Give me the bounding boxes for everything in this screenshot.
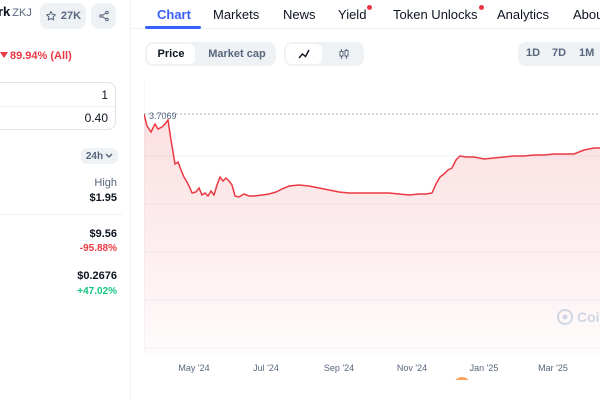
share-button[interactable] bbox=[91, 3, 116, 29]
price-line bbox=[144, 113, 600, 198]
candlestick-chart-button[interactable] bbox=[326, 44, 362, 64]
active-tab-indicator bbox=[145, 26, 201, 29]
line-chart-icon bbox=[298, 49, 310, 59]
high-label: High bbox=[94, 177, 117, 189]
coin-sidebar: rk ZKJ 27K 89.94% (All) 1 0.40 24h High $… bbox=[0, 0, 131, 400]
time-range-selector: 1D 7D 1M bbox=[518, 42, 600, 66]
x-tick-label: Jul '24 bbox=[253, 363, 279, 373]
tab-news[interactable]: News bbox=[283, 7, 316, 22]
x-axis-ticks: May '24 Jul '24 Sep '24 Nov '24 Jan '25 Mar '… bbox=[178, 363, 567, 373]
converter-fiat-amount[interactable]: 0.40 bbox=[84, 111, 108, 125]
tab-about[interactable]: About bbox=[573, 7, 600, 22]
x-tick-label: Mar '25 bbox=[538, 363, 568, 373]
ath-change: -95.88% bbox=[79, 243, 117, 254]
triangle-down-icon bbox=[0, 52, 8, 58]
price-area-fill bbox=[144, 114, 600, 355]
coinmarketcap-logo-icon: Coin bbox=[557, 309, 600, 325]
tab-yield[interactable]: Yield bbox=[338, 5, 373, 22]
start-price-label: 3.7069 bbox=[149, 111, 177, 121]
converter-box: 1 0.40 bbox=[0, 82, 116, 130]
x-tick-label: Nov '24 bbox=[397, 363, 427, 373]
stats-divider bbox=[0, 214, 122, 215]
star-icon bbox=[46, 11, 56, 21]
x-tick-label: Jan '25 bbox=[470, 363, 499, 373]
range-1d-button[interactable]: 1D bbox=[526, 47, 541, 59]
chevron-down-icon bbox=[105, 153, 113, 159]
price-change-all: 89.94% (All) bbox=[0, 50, 72, 62]
ath-value: $9.56 bbox=[89, 228, 117, 240]
chart-style-toggle bbox=[284, 42, 364, 66]
range-7d-button[interactable]: 7D bbox=[552, 47, 567, 59]
high-value: $1.95 bbox=[89, 192, 117, 204]
converter-token-amount[interactable]: 1 bbox=[101, 88, 108, 102]
watermark-text: Coin bbox=[577, 309, 600, 325]
tab-token-unlocks[interactable]: Token Unlocks bbox=[393, 5, 484, 22]
atl-value: $0.2676 bbox=[77, 270, 117, 282]
coin-symbol: ZKJ bbox=[12, 7, 32, 19]
x-tick-label: Sep '24 bbox=[324, 363, 354, 373]
coin-tabs: Chart Markets News Yield Token Unlocks A… bbox=[131, 0, 600, 29]
atl-change: +47.02% bbox=[77, 286, 117, 297]
coin-name-text: rk bbox=[0, 4, 11, 19]
price-change-text: 89.94% (All) bbox=[10, 50, 72, 62]
tab-chart[interactable]: Chart bbox=[157, 7, 191, 22]
tab-markets[interactable]: Markets bbox=[213, 7, 260, 22]
stats-range-select[interactable]: 24h bbox=[81, 148, 118, 164]
token-unlocks-notification-dot bbox=[478, 5, 484, 10]
watchlist-button[interactable]: 27K bbox=[40, 3, 86, 29]
tab-yield-label: Yield bbox=[338, 7, 367, 22]
range-1m-button[interactable]: 1M bbox=[579, 47, 595, 59]
line-chart-button[interactable] bbox=[286, 44, 322, 64]
tab-analytics[interactable]: Analytics bbox=[497, 7, 550, 22]
price-chart[interactable]: 3.7069 May '24 Jul '24 Sep '24 Nov '24 Jan '… bbox=[144, 80, 600, 380]
market-cap-toggle-button[interactable]: Market cap bbox=[208, 48, 266, 60]
x-tick-label: May '24 bbox=[178, 363, 209, 373]
stats-range-label: 24h bbox=[85, 150, 104, 162]
tab-token-unlocks-label: Token Unlocks bbox=[393, 7, 478, 22]
price-toggle-button[interactable]: Price bbox=[147, 44, 195, 64]
coin-name: rk ZKJ bbox=[0, 4, 32, 19]
candlestick-icon bbox=[339, 49, 349, 59]
yield-notification-dot bbox=[367, 5, 373, 10]
share-icon bbox=[98, 10, 109, 22]
chart-metric-toggle: Price Market cap bbox=[145, 42, 276, 66]
info-marker-icon[interactable] bbox=[453, 377, 471, 380]
watchlist-count: 27K bbox=[60, 10, 82, 22]
converter-divider bbox=[0, 106, 115, 107]
